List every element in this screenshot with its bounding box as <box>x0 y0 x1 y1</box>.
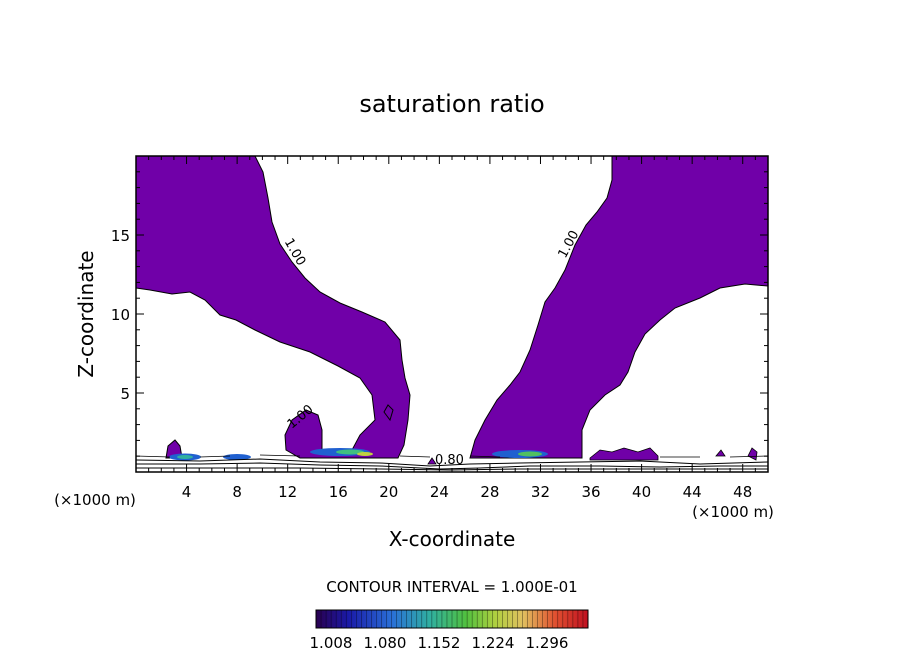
x-tick-label: 28 <box>480 483 499 501</box>
y-axis: 5 10 15 <box>111 171 768 457</box>
colorbar-stripes <box>320 610 584 628</box>
left-filled-region <box>136 156 411 459</box>
chart-title: saturation ratio <box>359 90 544 118</box>
colorbar-tick-label: 1.152 <box>418 634 461 652</box>
colorbar-tick-label: 1.224 <box>472 634 515 652</box>
x-tick-label: 16 <box>329 483 348 501</box>
x-tick-label: 24 <box>430 483 449 501</box>
colorbar-tick-label: 1.296 <box>526 634 569 652</box>
filled-regions <box>136 156 768 471</box>
x-axis: 4 8 12 16 20 24 28 32 36 40 44 48 <box>148 156 756 501</box>
y-tick-label: 5 <box>120 385 130 403</box>
colorbar-ticks: 1.008 1.080 1.152 1.224 1.296 <box>310 634 569 652</box>
x-unit-label-right: (×1000 m) <box>692 503 774 521</box>
contour-interval-label: CONTOUR INTERVAL = 1.000E-01 <box>326 578 577 596</box>
colorbar-tick-label: 1.080 <box>364 634 407 652</box>
y-tick-label: 15 <box>111 227 130 245</box>
x-tick-label: 4 <box>182 483 192 501</box>
x-tick-label: 48 <box>733 483 752 501</box>
y-tick-label: 10 <box>111 306 130 324</box>
contour-label: 0.80 <box>435 453 464 468</box>
right-filled-region <box>469 156 768 459</box>
x-tick-label: 32 <box>531 483 550 501</box>
x-tick-label: 44 <box>683 483 702 501</box>
x-tick-label: 20 <box>379 483 398 501</box>
y-axis-label: Z-coordinate <box>74 250 98 377</box>
x-unit-label-left: (×1000 m) <box>54 491 136 509</box>
x-tick-label: 36 <box>581 483 600 501</box>
x-tick-label: 40 <box>632 483 651 501</box>
x-tick-label: 12 <box>278 483 297 501</box>
colorbar-tick-label: 1.008 <box>310 634 353 652</box>
x-tick-label: 8 <box>232 483 242 501</box>
x-axis-label: X-coordinate <box>389 527 516 551</box>
